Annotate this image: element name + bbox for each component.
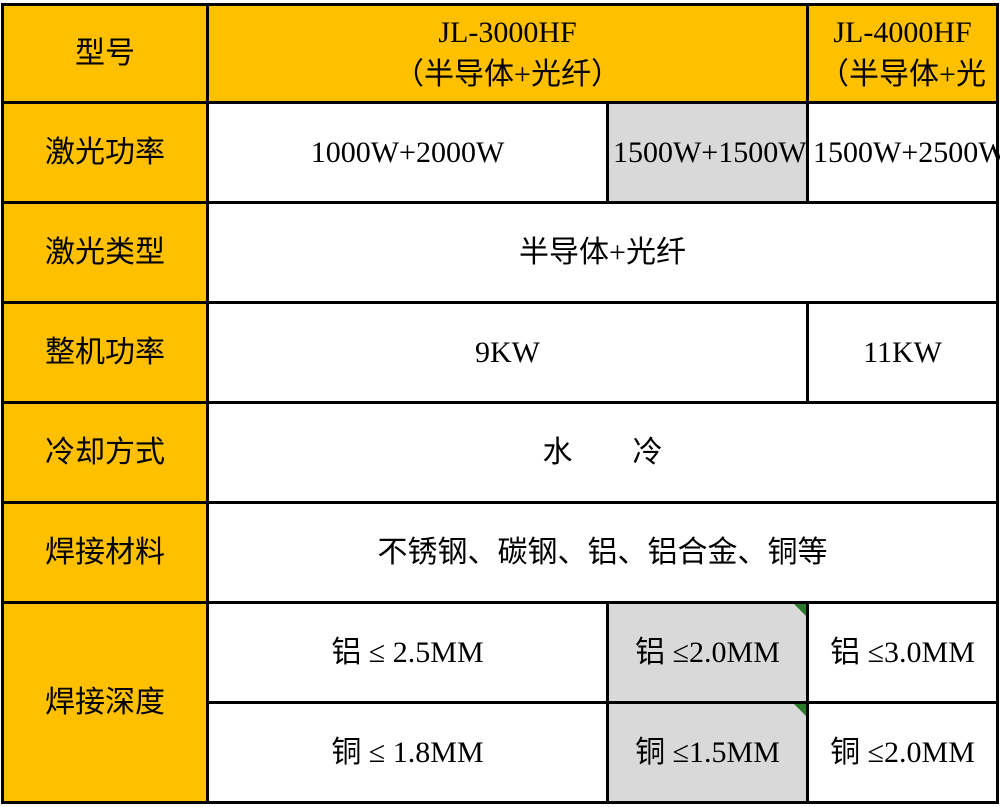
label-weld-depth: 焊接深度 — [2, 603, 207, 803]
row-weld-material: 焊接材料 不锈钢、碳钢、铝、铝合金、铜等 — [2, 503, 997, 603]
header-4000hf-line2: （半导体+光 — [813, 54, 992, 96]
row-cooling: 冷却方式 水 冷 — [2, 403, 997, 503]
weld-depth-al-c2: 铝 ≤2.0MM — [607, 603, 807, 703]
row-machine-power: 整机功率 9KW 11KW — [2, 303, 997, 403]
label-machine-power: 整机功率 — [2, 303, 207, 403]
row-weld-depth-al: 焊接深度 铝 ≤ 2.5MM 铝 ≤2.0MM 铝 ≤3.0MM — [2, 603, 997, 703]
label-weld-material: 焊接材料 — [2, 503, 207, 603]
weld-depth-al-c3: 铝 ≤3.0MM — [808, 603, 998, 703]
header-col-4000hf: JL-4000HF （半导体+光 — [808, 5, 998, 103]
laser-power-c2: 1500W+1500W — [607, 103, 807, 203]
header-4000hf-line1: JL-4000HF — [833, 16, 971, 49]
weld-depth-cu-c3: 铜 ≤2.0MM — [808, 703, 998, 803]
weld-depth-cu-c1: 铜 ≤ 1.8MM — [207, 703, 607, 803]
row-laser-type: 激光类型 半导体+光纤 — [2, 203, 997, 303]
label-laser-type: 激光类型 — [2, 203, 207, 303]
laser-power-c1: 1000W+2000W — [207, 103, 607, 203]
weld-material-value: 不锈钢、碳钢、铝、铝合金、铜等 — [207, 503, 997, 603]
header-3000hf-line2: （半导体+光纤） — [213, 54, 802, 96]
corner-marker-icon — [794, 704, 806, 716]
header-model: 型号 — [2, 5, 207, 103]
laser-power-c3: 1500W+2500W — [808, 103, 998, 203]
machine-power-c12: 9KW — [207, 303, 807, 403]
weld-depth-al-c2-text: 铝 ≤2.0MM — [635, 636, 780, 669]
label-laser-power: 激光功率 — [2, 103, 207, 203]
weld-depth-cu-c2: 铜 ≤1.5MM — [607, 703, 807, 803]
header-col-3000hf: JL-3000HF （半导体+光纤） — [207, 5, 807, 103]
weld-depth-cu-c2-text: 铜 ≤1.5MM — [635, 736, 780, 769]
header-row: 型号 JL-3000HF （半导体+光纤） JL-4000HF （半导体+光 — [2, 5, 997, 103]
spec-table: 型号 JL-3000HF （半导体+光纤） JL-4000HF （半导体+光 激… — [1, 3, 999, 804]
header-3000hf-line1: JL-3000HF — [438, 16, 576, 49]
laser-type-value: 半导体+光纤 — [207, 203, 997, 303]
weld-depth-al-c1: 铝 ≤ 2.5MM — [207, 603, 607, 703]
label-cooling: 冷却方式 — [2, 403, 207, 503]
machine-power-c3: 11KW — [808, 303, 998, 403]
corner-marker-icon — [794, 604, 806, 616]
row-laser-power: 激光功率 1000W+2000W 1500W+1500W 1500W+2500W — [2, 103, 997, 203]
cooling-value: 水 冷 — [207, 403, 997, 503]
